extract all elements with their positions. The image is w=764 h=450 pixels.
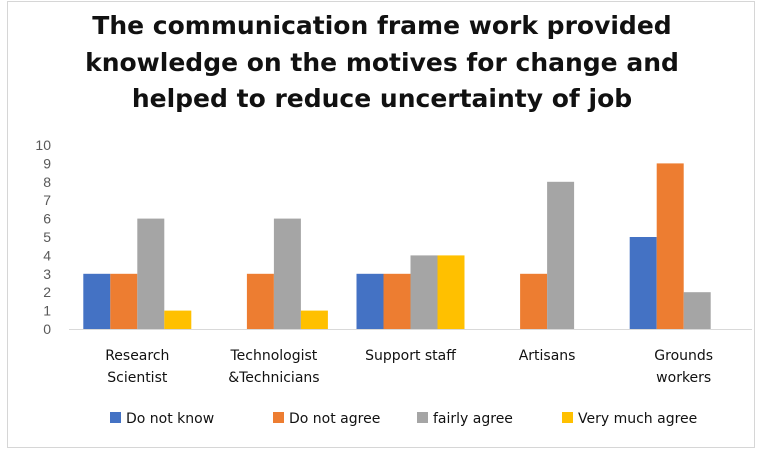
x-category-label: Support staff	[365, 348, 456, 364]
y-tick-label: 7	[43, 192, 51, 208]
bar-do-not-know	[83, 273, 111, 329]
y-tick-label: 1	[43, 303, 51, 319]
legend-swatch-do-not-know	[110, 412, 121, 423]
legend-swatch-fairly-agree	[417, 412, 428, 423]
bar-fairly-agree	[547, 181, 575, 329]
x-category-label: Research	[105, 348, 169, 364]
bar-fairly-agree	[410, 255, 438, 329]
y-tick-label: 9	[43, 155, 51, 171]
bar-very-much-agree	[164, 310, 192, 329]
y-tick-label: 3	[43, 266, 51, 282]
bar-very-much-agree	[437, 255, 465, 329]
y-tick-label: 10	[35, 137, 51, 153]
y-tick-label: 0	[43, 321, 51, 337]
bar-fairly-agree	[137, 218, 165, 329]
y-tick-label: 6	[43, 211, 51, 227]
bar-do-not-agree	[110, 273, 138, 329]
bar-do-not-agree	[246, 273, 274, 329]
bar-do-not-agree	[520, 273, 548, 329]
bar-do-not-agree	[383, 273, 411, 329]
legend-swatch-very-much-agree	[562, 412, 573, 423]
chart-title-line: The communication frame work provided	[92, 11, 671, 40]
chart-title-line: knowledge on the motives for change and	[85, 48, 679, 77]
chart-frame: The communication frame work provided kno…	[7, 1, 755, 448]
bar-fairly-agree	[273, 218, 301, 329]
x-category-label: &Technicians	[228, 370, 319, 386]
y-tick-label: 4	[43, 247, 51, 263]
x-category-label: Technologist	[229, 348, 317, 364]
x-category-label: Artisans	[519, 348, 576, 364]
x-category-label: Grounds	[654, 348, 713, 364]
legend-swatch-do-not-agree	[273, 412, 284, 423]
bar-chart: The communication frame work provided kno…	[35, 11, 752, 427]
legend-label: Do not know	[126, 411, 214, 427]
bar-do-not-agree	[656, 163, 684, 329]
y-tick-label: 5	[43, 229, 51, 245]
legend-label: Do not agree	[289, 411, 380, 427]
chart-title-line: helped to reduce uncertainty of job	[132, 84, 632, 113]
x-category-label: workers	[656, 370, 711, 386]
bar-do-not-know	[356, 273, 384, 329]
legend-label: fairly agree	[433, 411, 513, 427]
legend-label: Very much agree	[578, 411, 697, 427]
y-tick-label: 2	[43, 284, 51, 300]
bar-fairly-agree	[683, 292, 711, 329]
bar-do-not-know	[629, 237, 657, 329]
bar-very-much-agree	[300, 310, 328, 329]
y-tick-label: 8	[43, 174, 51, 190]
x-category-label: Scientist	[107, 370, 168, 386]
